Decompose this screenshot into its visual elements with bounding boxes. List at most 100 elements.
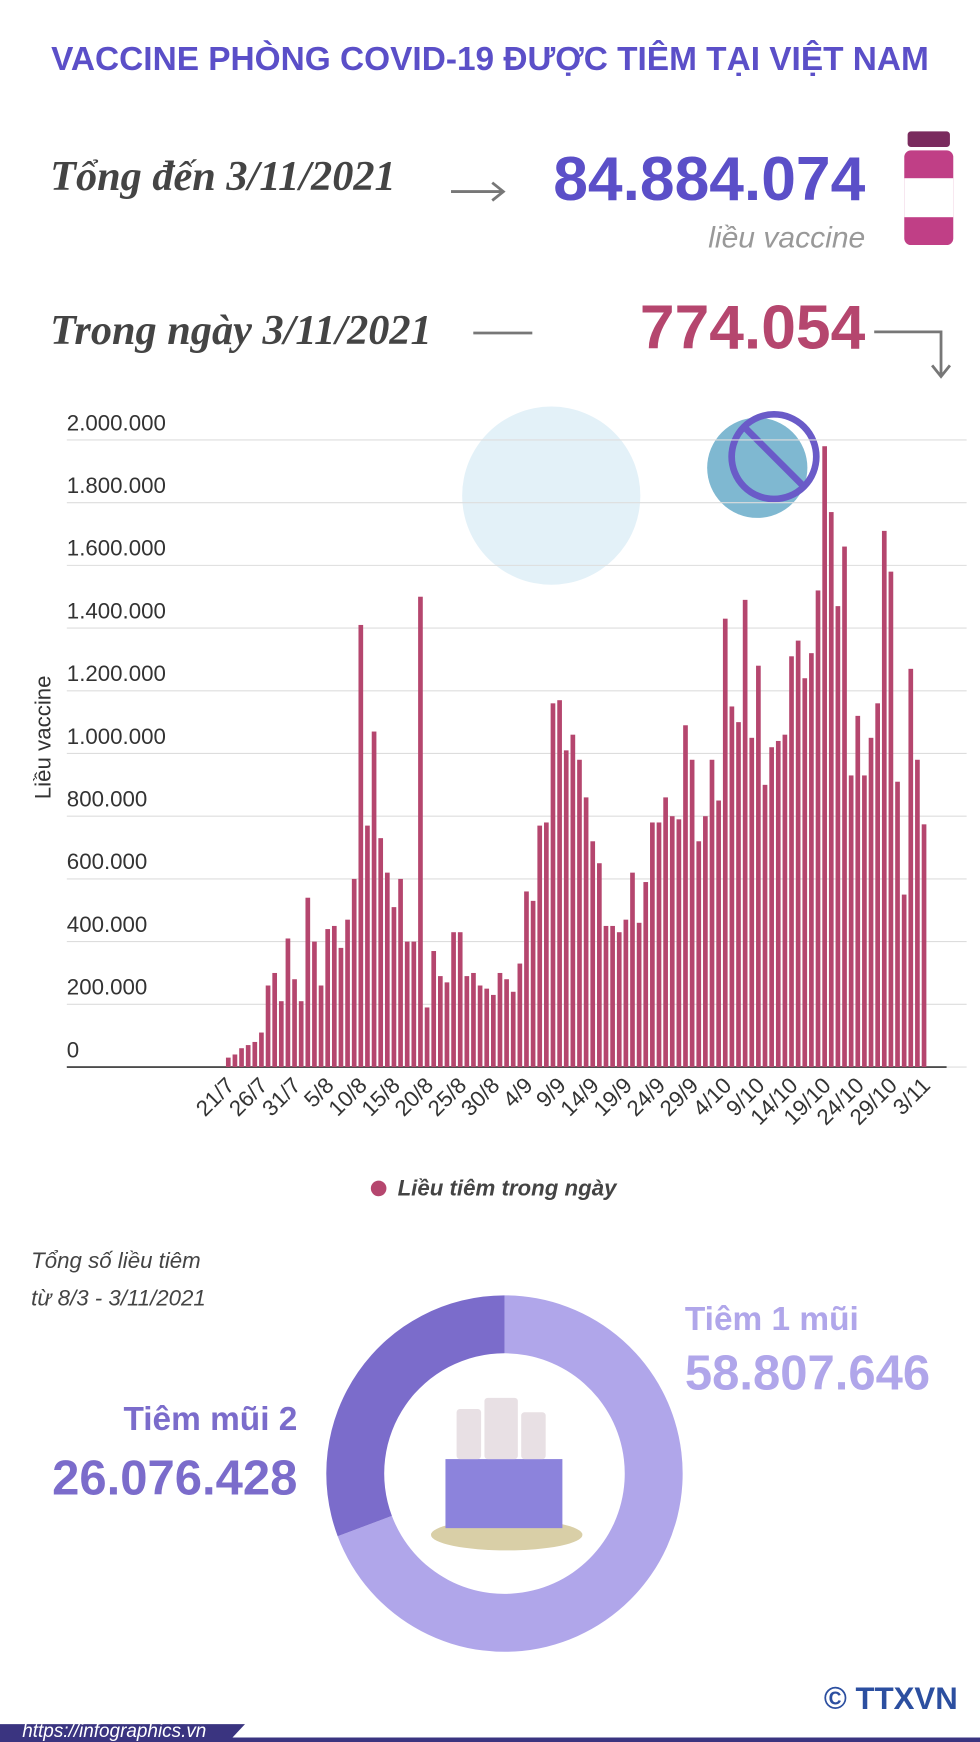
bar bbox=[331, 925, 337, 1068]
y-tick-label: 1.400.000 bbox=[67, 598, 166, 623]
y-tick-label: 1.200.000 bbox=[67, 661, 166, 686]
bar bbox=[411, 941, 417, 1068]
bar bbox=[663, 797, 668, 1068]
donut-segment bbox=[337, 1295, 683, 1652]
bar bbox=[404, 941, 410, 1068]
bar bbox=[921, 824, 927, 1068]
bar bbox=[597, 863, 602, 1068]
bar bbox=[424, 1007, 430, 1068]
bar bbox=[583, 797, 589, 1068]
bar bbox=[775, 740, 781, 1068]
bar bbox=[338, 947, 344, 1068]
total-value: 84.884.074 bbox=[553, 145, 865, 214]
bar bbox=[378, 838, 384, 1068]
bar bbox=[842, 546, 847, 1068]
bar bbox=[451, 932, 456, 1068]
segment-value: 26.076.428 bbox=[52, 1451, 297, 1505]
footer-brand: © TTXVN bbox=[824, 1681, 958, 1716]
bar bbox=[815, 590, 821, 1068]
y-tick-label: 200.000 bbox=[67, 975, 147, 1000]
bar bbox=[683, 725, 688, 1068]
bar bbox=[782, 734, 788, 1068]
y-tick-label: 1.800.000 bbox=[67, 473, 166, 498]
bar bbox=[789, 656, 794, 1068]
bar bbox=[398, 878, 403, 1068]
y-axis-label: Liều vaccine bbox=[30, 675, 55, 799]
bar bbox=[437, 976, 443, 1068]
bar bbox=[298, 1001, 304, 1068]
bar bbox=[265, 985, 271, 1068]
x-tick-label: 31/7 bbox=[257, 1073, 305, 1121]
bar bbox=[318, 985, 324, 1068]
bar bbox=[491, 994, 496, 1068]
total-label: Tổng đến 3/11/2021 bbox=[50, 153, 396, 200]
bar bbox=[756, 665, 761, 1068]
bar bbox=[722, 618, 728, 1068]
bar bbox=[365, 825, 370, 1068]
bar bbox=[504, 979, 509, 1068]
pie-subtitle: từ 8/3 - 3/11/2021 bbox=[31, 1286, 206, 1311]
bar bbox=[881, 530, 887, 1068]
legend-marker bbox=[370, 1180, 387, 1197]
bar bbox=[669, 816, 675, 1068]
bar bbox=[345, 919, 350, 1068]
bar bbox=[570, 734, 576, 1068]
bar bbox=[822, 446, 827, 1068]
bar bbox=[431, 951, 437, 1068]
bar bbox=[623, 919, 629, 1068]
bar bbox=[557, 700, 562, 1068]
bar bbox=[630, 872, 635, 1068]
bar bbox=[696, 841, 702, 1068]
bar bbox=[477, 985, 483, 1068]
bar bbox=[305, 897, 311, 1068]
bar bbox=[285, 938, 291, 1068]
donut-segment bbox=[326, 1295, 505, 1537]
bar bbox=[418, 596, 423, 1068]
bar bbox=[550, 703, 556, 1068]
bar bbox=[544, 822, 549, 1068]
y-tick-label: 400.000 bbox=[67, 912, 147, 937]
bar bbox=[809, 653, 814, 1068]
day-value: 774.054 bbox=[640, 293, 866, 362]
bar bbox=[239, 1048, 244, 1068]
bar bbox=[636, 922, 642, 1068]
x-tick-label: 30/8 bbox=[456, 1073, 504, 1121]
bar bbox=[643, 882, 649, 1068]
title: VACCINE PHÒNG COVID-19 ĐƯỢC TIÊM TẠI VIỆ… bbox=[51, 40, 929, 78]
vaccine-box bbox=[430, 1397, 583, 1551]
bar bbox=[497, 972, 503, 1068]
bar bbox=[802, 678, 808, 1068]
bar bbox=[577, 759, 582, 1068]
bar bbox=[510, 991, 516, 1068]
segment-value: 58.807.646 bbox=[685, 1347, 930, 1401]
bar bbox=[603, 925, 609, 1068]
bar bbox=[517, 963, 523, 1068]
bar bbox=[736, 722, 741, 1068]
bar bbox=[676, 819, 682, 1068]
bar bbox=[358, 624, 364, 1068]
bar bbox=[225, 1057, 231, 1068]
segment-label: Tiêm mũi 2 bbox=[123, 1401, 297, 1438]
bar bbox=[895, 781, 900, 1068]
bar bbox=[537, 825, 543, 1068]
bar bbox=[729, 706, 735, 1068]
bar bbox=[610, 925, 615, 1068]
bar bbox=[901, 894, 907, 1068]
y-tick-label: 800.000 bbox=[67, 786, 147, 811]
bar bbox=[384, 872, 390, 1068]
day-label: Trong ngày 3/11/2021 bbox=[50, 307, 432, 354]
x-tick-label: 4/9 bbox=[498, 1073, 538, 1113]
bar bbox=[371, 731, 377, 1068]
y-tick-label: 1.600.000 bbox=[67, 536, 166, 561]
bar bbox=[908, 668, 914, 1068]
bar bbox=[835, 606, 841, 1068]
bar bbox=[278, 1001, 284, 1068]
total-unit: liều vaccine bbox=[708, 221, 865, 254]
y-tick-label: 600.000 bbox=[67, 849, 147, 874]
bar bbox=[484, 988, 490, 1068]
footer-url: https://infographics.vn bbox=[22, 1721, 206, 1742]
bar bbox=[616, 932, 622, 1068]
vaccine-vial bbox=[904, 131, 954, 246]
